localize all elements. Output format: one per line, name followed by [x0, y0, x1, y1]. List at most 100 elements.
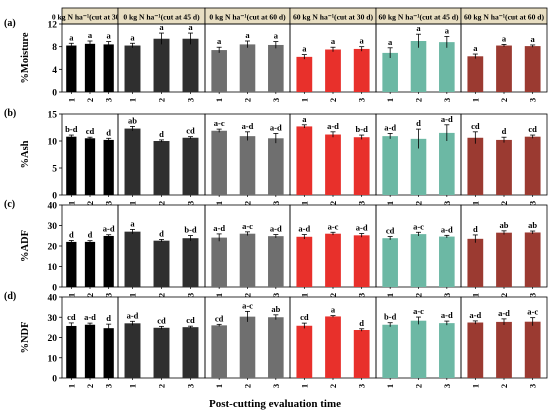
y-tick-label: 0 — [52, 375, 57, 385]
significance-letter: a — [245, 30, 250, 40]
bar — [410, 234, 427, 287]
significance-letter: d — [88, 230, 93, 240]
significance-letter: a-c — [527, 307, 538, 317]
y-axis-label: %Moisture — [20, 32, 31, 83]
bar — [467, 322, 484, 378]
x-tick-label: 2 — [499, 384, 509, 388]
significance-letter: a — [445, 25, 450, 35]
significance-letter: a — [302, 44, 307, 54]
significance-letter: a — [159, 22, 164, 32]
significance-letter: ab — [271, 304, 280, 314]
bar — [268, 138, 284, 195]
significance-letter: a — [331, 305, 336, 315]
significance-letter: cd — [528, 124, 537, 134]
panel-header-label-3: 0 kg N ha⁻¹(cut at 60 d) — [209, 13, 286, 22]
x-tick-label: 1 — [470, 293, 480, 297]
x-tick-label: 2 — [157, 201, 167, 205]
bar — [296, 325, 313, 378]
x-tick-label: 2 — [243, 98, 253, 102]
significance-letter: a-c — [242, 221, 253, 231]
bar — [103, 328, 114, 378]
x-tick-label: 2 — [328, 201, 338, 205]
significance-letter: a-d — [498, 308, 510, 318]
significance-letter: d — [159, 129, 164, 139]
significance-letter: a-d — [213, 223, 225, 233]
bar — [496, 45, 512, 92]
x-tick-label: 3 — [442, 201, 452, 205]
significance-letter: a — [502, 33, 507, 43]
x-tick-label: 3 — [271, 201, 281, 205]
bar — [103, 139, 114, 195]
significance-letter: d — [359, 318, 364, 328]
x-tick-label: 2 — [157, 384, 167, 388]
significance-letter: a — [274, 31, 279, 41]
y-tick-label: 10 — [48, 354, 58, 364]
x-tick-label: 3 — [357, 201, 367, 205]
y-tick-label: 15 — [48, 111, 58, 121]
significance-letter: a — [531, 34, 536, 44]
significance-letter: a-d — [127, 310, 139, 320]
panel-tag: (d) — [4, 291, 16, 302]
bar — [382, 324, 398, 378]
bar — [524, 46, 541, 92]
x-tick-label: 3 — [186, 98, 196, 102]
bar — [182, 327, 199, 378]
x-tick-label: 3 — [528, 293, 538, 297]
bar — [124, 45, 141, 92]
bar — [153, 38, 170, 92]
significance-letter: a — [107, 31, 112, 41]
y-tick-label: 10 — [48, 263, 58, 273]
bar — [103, 44, 114, 92]
bar — [353, 137, 370, 195]
x-tick-label: 3 — [528, 384, 538, 388]
bar — [296, 126, 313, 195]
x-tick-label: 2 — [85, 201, 95, 205]
x-tick-label: 1 — [66, 384, 76, 388]
x-tick-label: 1 — [385, 98, 395, 102]
significance-letter: a-c — [242, 300, 253, 310]
bar — [124, 231, 141, 287]
y-tick-label: 12 — [48, 21, 58, 31]
bar — [353, 330, 370, 378]
significance-letter: a-d — [84, 312, 96, 322]
bar — [439, 42, 455, 92]
significance-letter: cd — [186, 315, 195, 325]
bar — [353, 48, 370, 92]
y-axis-label: %ADF — [20, 230, 31, 262]
significance-letter: a — [130, 32, 135, 42]
x-tick-label: 1 — [299, 293, 309, 297]
x-tick-label: 3 — [442, 384, 452, 388]
bar — [153, 141, 170, 195]
x-tick-label: 1 — [299, 201, 309, 205]
bar — [524, 321, 541, 378]
x-tick-label: 2 — [243, 293, 253, 297]
significance-letter: a-d — [270, 122, 282, 132]
significance-letter: ab — [128, 115, 137, 125]
x-tick-label: 2 — [414, 98, 424, 102]
x-tick-label: 3 — [442, 293, 452, 297]
x-tick-label: 1 — [214, 98, 224, 102]
bar — [325, 49, 341, 92]
bar — [439, 323, 455, 378]
x-tick-label: 3 — [104, 98, 114, 102]
x-tick-label: 2 — [499, 201, 509, 205]
bar — [268, 317, 284, 378]
bar — [524, 232, 541, 287]
bar — [182, 137, 199, 195]
bar — [124, 323, 141, 378]
y-axis-label: %NDF — [20, 321, 31, 353]
bar — [211, 237, 227, 287]
bar — [382, 136, 398, 195]
significance-letter: a — [416, 23, 421, 33]
x-tick-label: 1 — [214, 384, 224, 388]
x-tick-label: 1 — [128, 98, 138, 102]
x-tick-label: 3 — [357, 293, 367, 297]
significance-letter: b-d — [384, 312, 397, 322]
significance-letter: a-d — [242, 121, 254, 131]
bar — [296, 236, 313, 287]
y-tick-label: 40 — [48, 202, 58, 212]
x-tick-label: 2 — [243, 384, 253, 388]
x-tick-label: 1 — [470, 384, 480, 388]
bar — [467, 137, 484, 195]
y-tick-label: 20 — [48, 243, 58, 253]
